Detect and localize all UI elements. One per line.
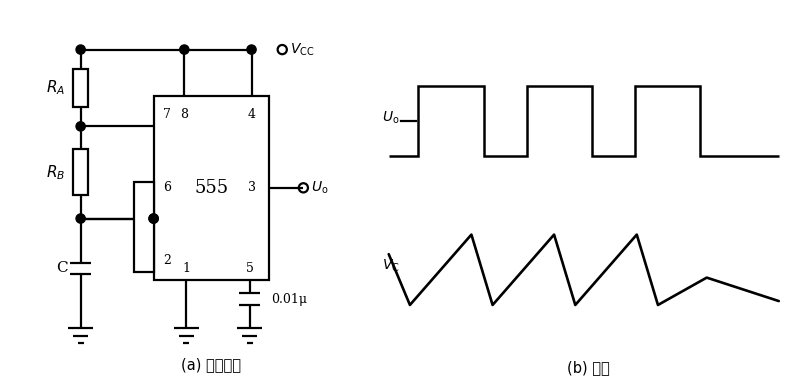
Text: 2: 2 (163, 254, 171, 267)
Bar (154, 96, 269, 280)
Circle shape (149, 214, 158, 223)
Text: 6: 6 (163, 181, 171, 194)
Text: $R_B$: $R_B$ (46, 163, 66, 182)
Text: 4: 4 (247, 108, 255, 121)
Text: 7: 7 (163, 108, 171, 121)
Circle shape (76, 214, 86, 223)
Text: (b) 波形: (b) 波形 (566, 361, 610, 375)
Circle shape (247, 45, 256, 54)
Circle shape (76, 45, 86, 54)
Bar (73, 69, 88, 107)
Text: 5: 5 (246, 262, 254, 275)
Text: 1: 1 (182, 262, 190, 275)
Text: 555: 555 (194, 179, 228, 197)
Text: $U_{\mathrm{o}}$: $U_{\mathrm{o}}$ (382, 109, 400, 126)
Bar (134, 182, 154, 272)
Text: (a) 基本电路: (a) 基本电路 (182, 357, 242, 372)
Text: $V_{\mathrm{C}}$: $V_{\mathrm{C}}$ (382, 258, 400, 274)
Text: 0.01μ: 0.01μ (270, 293, 306, 306)
Bar (73, 149, 88, 196)
Text: 3: 3 (247, 181, 255, 194)
Text: $U_{\mathrm{o}}$: $U_{\mathrm{o}}$ (311, 179, 329, 196)
Text: $V_{\mathrm{CC}}$: $V_{\mathrm{CC}}$ (290, 41, 314, 58)
Text: C: C (56, 262, 67, 276)
Circle shape (180, 45, 189, 54)
Text: 8: 8 (180, 108, 188, 121)
Circle shape (149, 214, 158, 223)
Circle shape (76, 122, 86, 131)
Text: $R_A$: $R_A$ (46, 79, 66, 97)
